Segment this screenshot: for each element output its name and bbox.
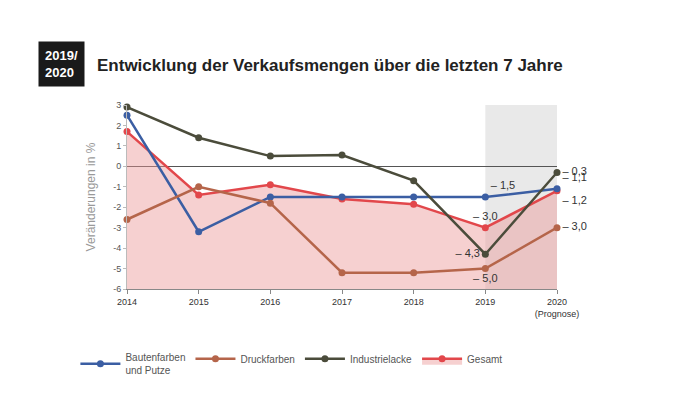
svg-text:Industrielacke: Industrielacke (350, 354, 412, 365)
svg-text:1: 1 (116, 141, 121, 151)
svg-text:Druckfarben: Druckfarben (240, 354, 294, 365)
svg-text:2: 2 (116, 121, 121, 131)
svg-text:– 4,3: – 4,3 (455, 247, 479, 259)
svg-text:– 1,2: – 1,2 (562, 194, 586, 206)
svg-text:2020(Prognose): 2020(Prognose) (535, 297, 580, 319)
svg-text:– 0,3: – 0,3 (562, 165, 586, 177)
svg-text:– 1,5: – 1,5 (491, 179, 515, 191)
svg-text:2018: 2018 (404, 297, 424, 307)
svg-text:-4: -4 (113, 243, 121, 253)
svg-text:2014: 2014 (117, 297, 137, 307)
svg-text:-2: -2 (113, 202, 121, 212)
svg-text:Entwicklung der Verkaufsmengen: Entwicklung der Verkaufsmengen über die … (97, 56, 563, 75)
svg-text:Bautenfarbenund Putze: Bautenfarbenund Putze (125, 352, 185, 376)
svg-text:Veränderungen in %: Veränderungen in % (84, 142, 98, 251)
svg-text:– 1,1: – 1,1 (562, 171, 586, 183)
svg-text:– 5,0: – 5,0 (473, 272, 497, 284)
svg-text:2015: 2015 (189, 297, 209, 307)
svg-text:– 3,0: – 3,0 (562, 220, 586, 232)
svg-text:Gesamt: Gesamt (467, 354, 502, 365)
svg-text:– 3,0: – 3,0 (473, 210, 497, 222)
svg-text:2019/2020: 2019/2020 (45, 48, 78, 80)
svg-text:2016: 2016 (260, 297, 280, 307)
svg-text:3: 3 (116, 100, 121, 110)
svg-text:2017: 2017 (332, 297, 352, 307)
svg-text:-1: -1 (113, 182, 121, 192)
svg-text:-5: -5 (113, 264, 121, 274)
svg-text:-6: -6 (113, 284, 121, 294)
svg-text:0: 0 (116, 161, 121, 171)
svg-text:2019: 2019 (475, 297, 495, 307)
svg-text:-3: -3 (113, 223, 121, 233)
